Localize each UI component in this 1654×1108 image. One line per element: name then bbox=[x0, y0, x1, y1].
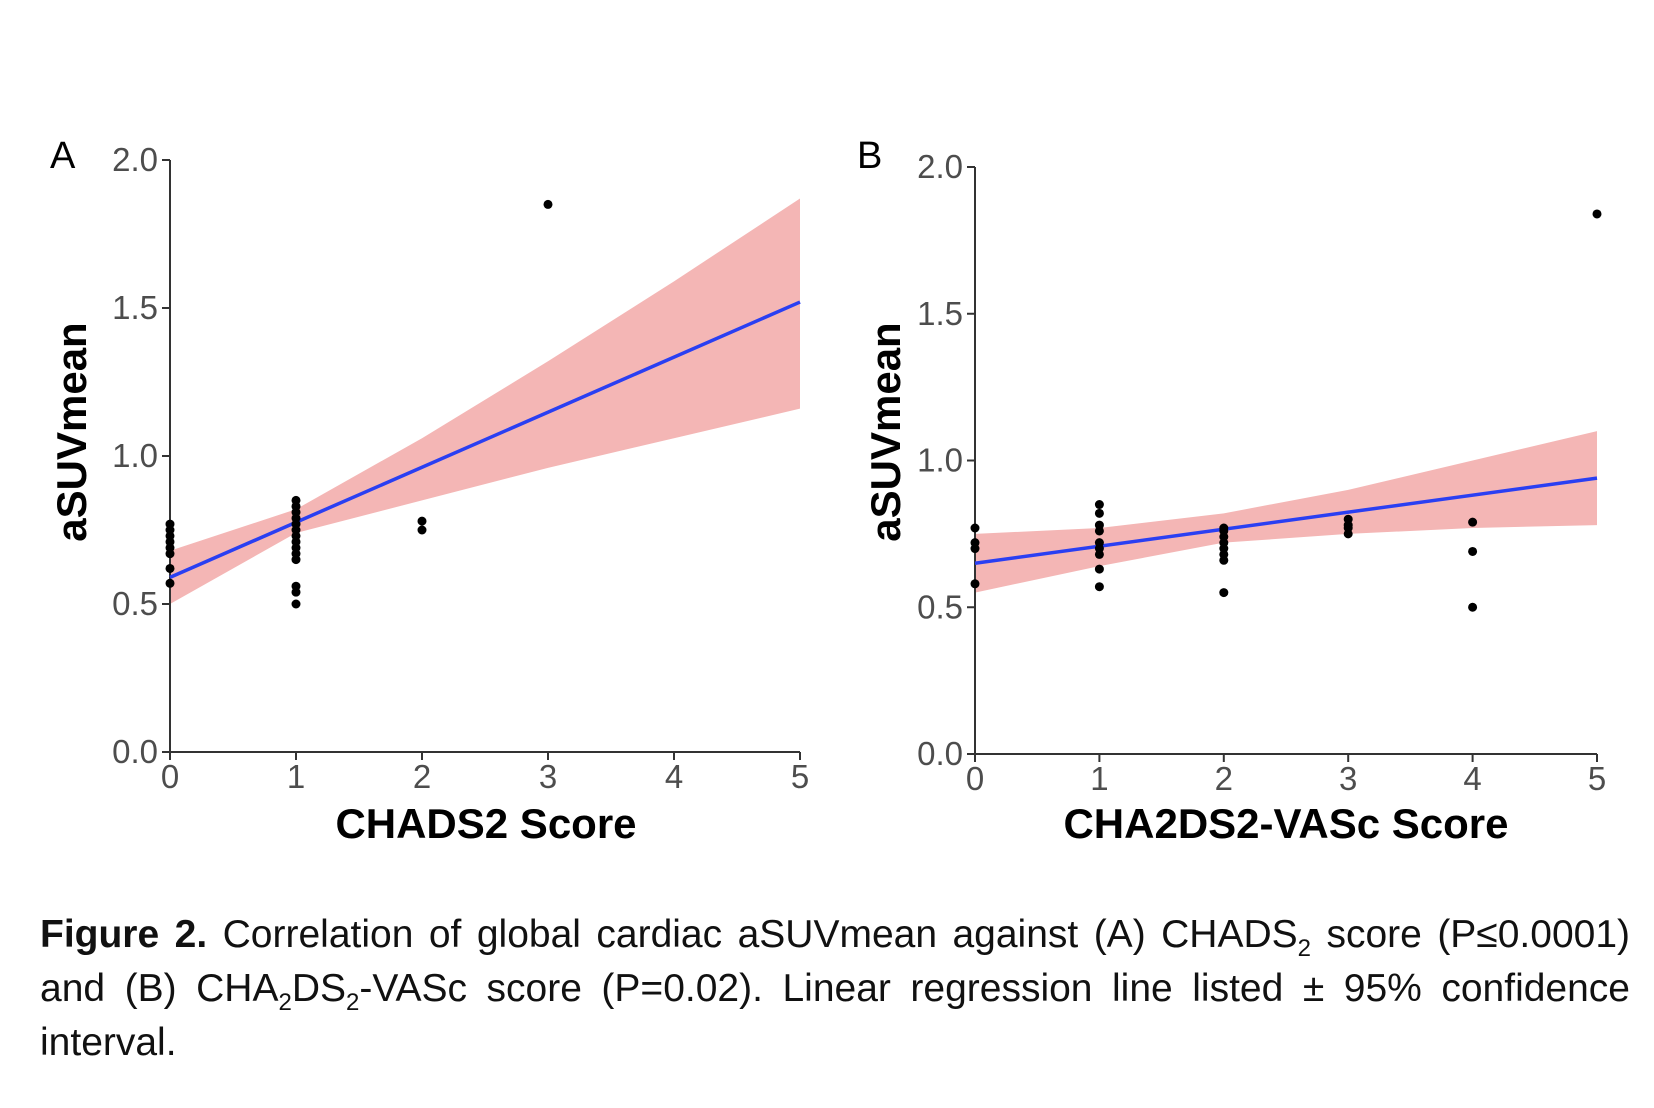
panel-b-y-axis-title: aSUVmean bbox=[862, 322, 909, 541]
caption-sub-3: 2 bbox=[346, 988, 360, 1016]
panel-a-y-tick-label: 2.0 bbox=[112, 141, 158, 178]
panel-a-data-point bbox=[165, 519, 175, 529]
caption-text-4: -VASc score (P=0.02). Linear regression … bbox=[40, 967, 1630, 1064]
panel-b-letter: B bbox=[857, 135, 882, 177]
panel-b-y-tick-label: 0.0 bbox=[917, 735, 963, 772]
panel-b-data-point bbox=[1468, 517, 1478, 527]
panel-b-y-tick-label: 0.5 bbox=[917, 588, 963, 625]
panel-a-data-point bbox=[417, 525, 427, 535]
panel-b-data-point bbox=[970, 523, 980, 533]
panel-b-data-point bbox=[1219, 523, 1229, 533]
caption-text-2: score (P≤0.0001) and (B) CHA bbox=[40, 913, 1630, 1010]
caption-text-3: DS bbox=[291, 967, 347, 1010]
panel-a-y-axis-title: aSUVmean bbox=[48, 322, 95, 541]
panel-b-x-tick-label: 5 bbox=[1588, 760, 1606, 797]
panel-b-x-tick-label: 2 bbox=[1215, 760, 1233, 797]
panel-b-data-point bbox=[1468, 546, 1478, 556]
panel-b-confidence-band bbox=[975, 431, 1597, 593]
panel-a-y-tick-label: 1.5 bbox=[112, 289, 158, 326]
panel-b-data-point bbox=[1219, 588, 1229, 598]
panel-b-data-point bbox=[1094, 520, 1104, 530]
panel-b-x-tick-label: 4 bbox=[1463, 760, 1481, 797]
panel-b-x-tick-label: 3 bbox=[1339, 760, 1357, 797]
panel-b-data-point bbox=[1094, 564, 1104, 574]
panel-a-x-tick-label: 0 bbox=[161, 758, 179, 795]
panel-b-y-tick-label: 1.5 bbox=[917, 295, 963, 332]
panel-a-y-tick-label: 0.5 bbox=[112, 585, 158, 622]
panel-b-data-point bbox=[1094, 538, 1104, 548]
panel-b-data-point bbox=[1094, 582, 1104, 592]
panel-b-x-tick-label: 1 bbox=[1090, 760, 1108, 797]
caption-sub-2: 2 bbox=[278, 988, 292, 1016]
panel-a-data-point bbox=[417, 516, 427, 526]
panel-a-data-point bbox=[291, 581, 301, 591]
figure: A aSUVmean CHADS2 Score 0.0 0.5 1.0 1.5 2.0 0… bbox=[48, 135, 1606, 847]
panel-a-x-tick-label: 4 bbox=[665, 758, 683, 795]
panel-a-data-point bbox=[165, 578, 175, 588]
panel-b-y-tick-label: 1.0 bbox=[917, 442, 963, 479]
panel-b-y-tick-label: 2.0 bbox=[917, 148, 963, 185]
panel-a: A aSUVmean CHADS2 Score 0.0 0.5 1.0 1.5 2.0 0… bbox=[48, 135, 809, 847]
panel-a-data-point bbox=[291, 495, 301, 505]
panel-b-data-point bbox=[1592, 209, 1602, 219]
panel-a-data-point bbox=[543, 199, 553, 209]
caption-sub-1: 2 bbox=[1297, 934, 1312, 962]
panel-a-regression-line bbox=[169, 300, 801, 579]
panel-a-letter: A bbox=[50, 135, 76, 177]
panel-a-y-tick-label: 1.0 bbox=[112, 437, 158, 474]
panel-b-data-point bbox=[970, 579, 980, 589]
panel-b: B aSUVmean CHA2DS2-VASc Score 0.0 0.5 1.0 1… bbox=[857, 135, 1606, 847]
panel-b-data-point bbox=[1343, 514, 1353, 524]
panel-a-y-tick-label: 0.0 bbox=[112, 733, 158, 770]
panel-b-data-point bbox=[1094, 500, 1104, 510]
panel-a-x-tick-label: 3 bbox=[539, 758, 557, 795]
panel-a-data-point bbox=[291, 599, 301, 609]
panel-a-x-tick-label: 5 bbox=[791, 758, 809, 795]
caption-lead: Figure 2. bbox=[40, 913, 208, 956]
caption-text-1: Correlation of global cardiac aSUVmean a… bbox=[207, 913, 1298, 956]
panel-a-x-tick-label: 2 bbox=[413, 758, 431, 795]
panel-b-x-axis-title: CHA2DS2-VASc Score bbox=[1063, 800, 1508, 847]
panel-b-x-tick-label: 0 bbox=[966, 760, 984, 797]
panel-b-regression-line bbox=[974, 476, 1598, 565]
panel-a-x-axis-title: CHADS2 Score bbox=[335, 800, 636, 847]
panel-b-data-point bbox=[1468, 602, 1478, 612]
panel-a-confidence-band bbox=[170, 198, 800, 605]
panel-a-data-point bbox=[165, 563, 175, 573]
figure-caption: Figure 2. Correlation of global cardiac … bbox=[40, 908, 1630, 1070]
panel-b-data-point bbox=[1094, 508, 1104, 518]
panel-b-data-point bbox=[970, 538, 980, 548]
panel-a-x-tick-label: 1 bbox=[287, 758, 305, 795]
